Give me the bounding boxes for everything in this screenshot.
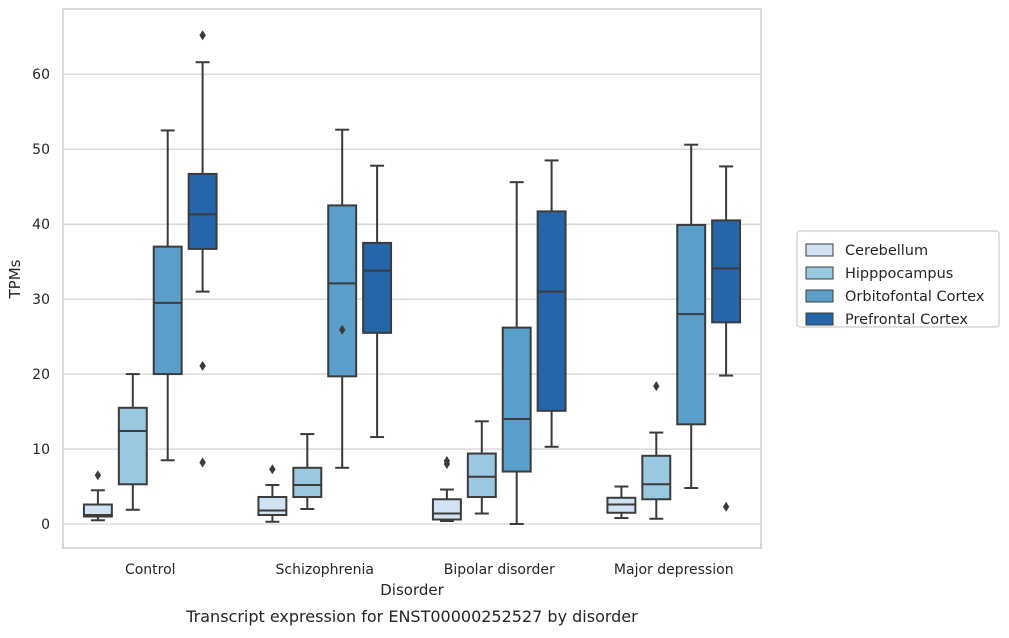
legend-swatch	[805, 312, 834, 326]
legend-swatch	[805, 266, 834, 280]
y-tick-label: 40	[32, 217, 50, 233]
box-cerebellum	[257, 464, 288, 523]
box-orbitofontal-cortex	[676, 143, 707, 490]
x-tick-label: Control	[125, 562, 176, 578]
box-body	[466, 452, 497, 499]
y-tick-label: 0	[41, 517, 50, 533]
box-hipppocampus	[292, 433, 323, 511]
outlier-point	[722, 501, 730, 512]
legend-box	[796, 230, 1000, 328]
plot-frame	[62, 8, 762, 549]
box-series	[82, 30, 742, 526]
box-body	[501, 326, 532, 473]
box-hipppocampus	[117, 373, 148, 511]
outlier-point	[653, 381, 660, 392]
legend-label: Cerebellum	[845, 243, 928, 259]
x-tick-label: Schizophrenia	[276, 562, 374, 578]
outlier-point	[94, 470, 102, 481]
x-tick-label: Major depression	[614, 562, 734, 578]
box-body	[641, 454, 672, 501]
box-body	[82, 503, 113, 518]
box-hipppocampus	[466, 420, 497, 515]
legend-swatch	[805, 243, 834, 257]
box-cerebellum	[431, 456, 462, 523]
chart-caption: Transcript expression for ENST0000025252…	[185, 607, 638, 626]
y-tick-label: 20	[32, 367, 50, 383]
box-orbitofontal-cortex	[327, 128, 358, 469]
box-body	[536, 210, 567, 412]
box-body	[257, 496, 288, 517]
plot-area-border	[62, 8, 762, 549]
box-body	[117, 406, 148, 486]
y-axis-label: TPMs	[6, 259, 24, 299]
outlier-point	[269, 464, 276, 475]
legend-swatch	[805, 289, 834, 303]
box-prefrontal-cortex	[536, 159, 567, 448]
box-body	[327, 204, 358, 378]
outlier-point	[199, 360, 206, 371]
box-body	[711, 219, 742, 324]
box-orbitofontal-cortex	[501, 181, 532, 526]
box-prefrontal-cortex	[711, 165, 742, 512]
outlier-point	[339, 324, 346, 335]
legend-label: Hipppocampus	[845, 266, 953, 282]
y-tick-label: 10	[32, 442, 50, 458]
tick-labels: 0 10 20 30 40 50 60 Control Schizophrenia Bipolar…	[32, 67, 733, 578]
box-body	[431, 498, 462, 521]
box-cerebellum	[82, 470, 113, 522]
x-tick-label: Bipolar disorder	[444, 562, 555, 578]
y-tick-label: 60	[32, 67, 50, 83]
box-body	[292, 466, 323, 499]
box-body	[676, 223, 707, 426]
legend-label: Orbitofontal Cortex	[845, 289, 985, 305]
box-cerebellum	[606, 485, 637, 520]
legend-label: Prefrontal Cortex	[845, 312, 968, 328]
box-hipppocampus	[641, 381, 672, 520]
outlier-point	[443, 456, 451, 467]
box-prefrontal-cortex	[362, 164, 393, 439]
box-body	[152, 245, 183, 376]
box-body	[187, 172, 218, 250]
outlier-point	[199, 30, 206, 41]
legend: Cerebellum Hipppocampus Orbitofontal Corte…	[796, 230, 1000, 328]
y-tick-label: 30	[32, 292, 50, 308]
y-tick-label: 50	[32, 142, 50, 158]
box-orbitofontal-cortex	[152, 129, 183, 462]
box-prefrontal-cortex	[187, 30, 218, 468]
outlier-point	[199, 457, 206, 468]
box-body	[362, 241, 393, 334]
x-axis-label: Disorder	[380, 581, 444, 599]
